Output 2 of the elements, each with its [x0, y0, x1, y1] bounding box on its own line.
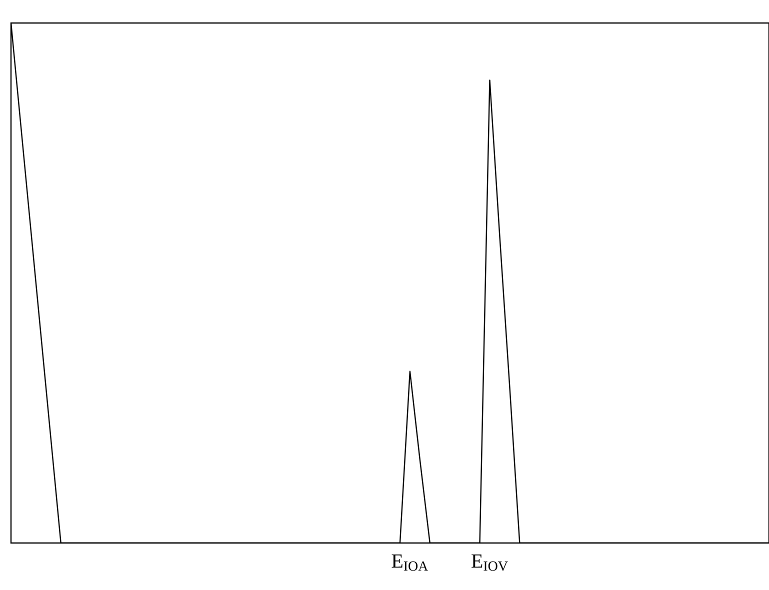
- x-tick-label: E$_{IOA}$: [392, 554, 428, 571]
- x-tick-label: E$_{IOV}$: [472, 554, 508, 571]
